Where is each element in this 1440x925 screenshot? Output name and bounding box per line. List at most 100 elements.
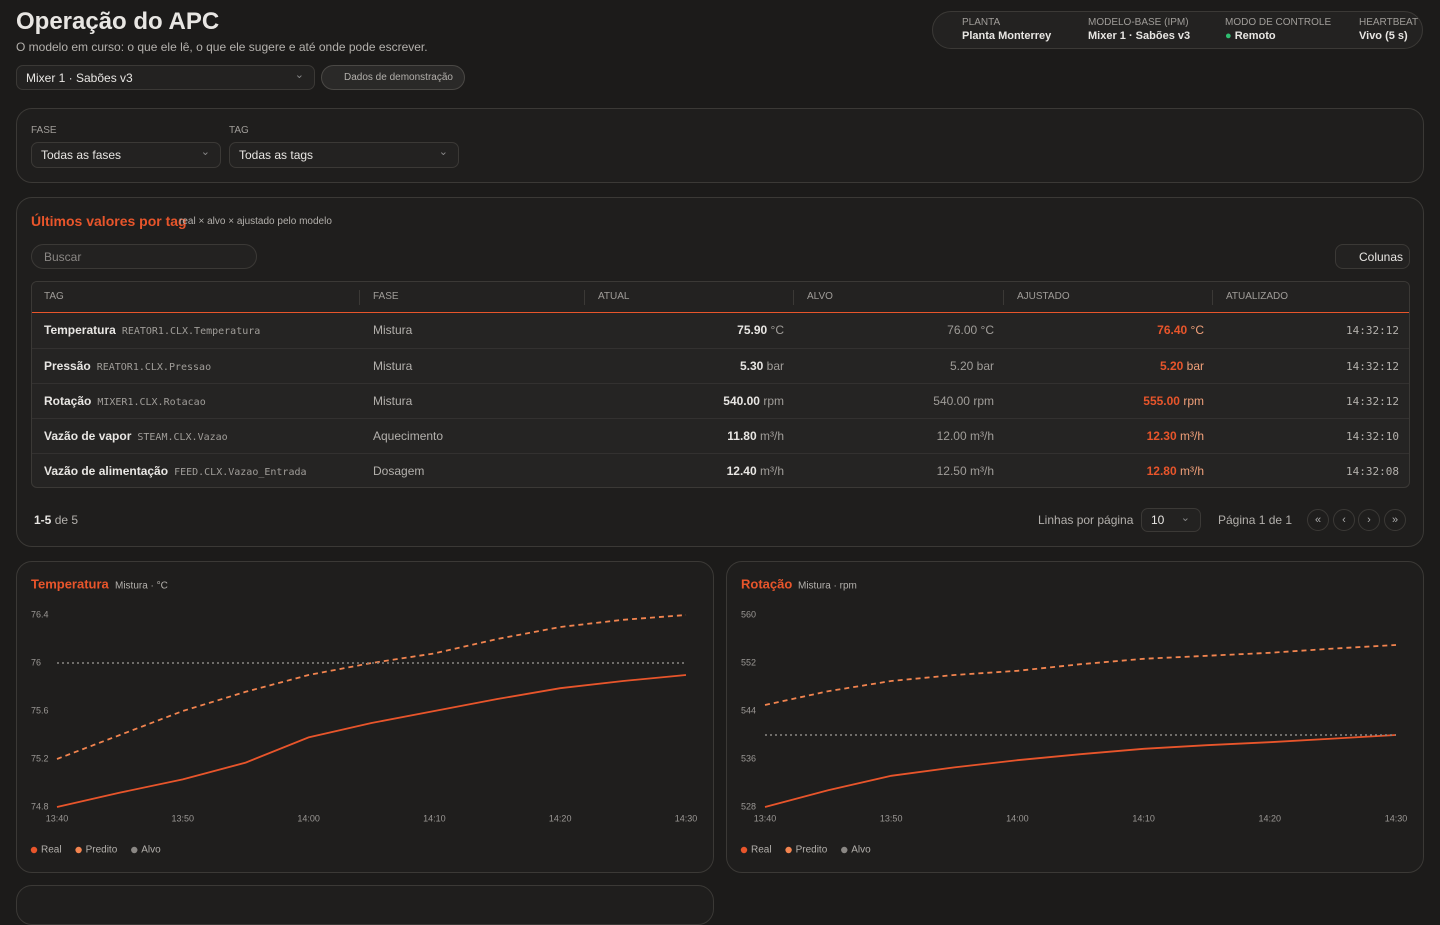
search-input[interactable]: Buscar (31, 244, 257, 269)
x-tick-label: 14:10 (1132, 813, 1155, 823)
filter-select[interactable]: Todas as fases (31, 142, 221, 168)
column-divider (1003, 290, 1004, 305)
range-total: de 5 (54, 513, 79, 527)
actual-cell-value: 540.00 (723, 394, 760, 408)
status-value-text: Remoto (1234, 30, 1276, 42)
target-cell: 76.00 °C (947, 323, 994, 337)
adjusted-cell-unit: m³/h (1180, 429, 1204, 443)
table-row: Vazão de vapor STEAM.CLX.Vazao Aquecimento… (32, 418, 1409, 453)
column-divider (1212, 290, 1213, 305)
x-tick-label: 14:00 (1006, 813, 1029, 823)
target-cell: 540.00 rpm (933, 394, 994, 408)
y-tick-label: 536 (741, 753, 756, 763)
target-cell-unit: m³/h (970, 429, 994, 443)
adjusted-cell-value: 12.80 (1146, 464, 1177, 478)
phase-cell: Mistura (373, 394, 413, 408)
legend-swatch (131, 846, 138, 854)
adjusted-cell-unit: °C (1190, 323, 1204, 337)
filter-label: FASE (31, 125, 57, 136)
first-page[interactable]: « (1307, 509, 1329, 531)
tag-name: Vazão de vapor (44, 429, 132, 443)
target-cell-value: 12.00 (936, 429, 967, 443)
actual-cell-unit: m³/h (760, 464, 784, 478)
actual-cell-unit: m³/h (760, 429, 784, 443)
legend-label: Predito (796, 845, 828, 856)
column-header: ALVO (807, 291, 833, 302)
updated-cell: 14:32:12 (1346, 324, 1399, 337)
column-header: TAG (44, 291, 64, 302)
tag-code: REATOR1.CLX.Pressao (96, 362, 212, 373)
page-indicator: Página 1 de 1 (1218, 513, 1293, 527)
y-tick-label: 528 (741, 801, 756, 811)
last-page[interactable]: » (1384, 509, 1406, 531)
target-cell-value: 76.00 (947, 323, 978, 337)
x-tick-label: 13:40 (46, 813, 69, 823)
tag-code: REATOR1.CLX.Temperatura (121, 326, 261, 337)
chart: Rotação Mistura · rpm 560 552 544 536 528 13:40… (740, 576, 1407, 856)
status-label: HEARTBEAT (1359, 17, 1419, 28)
adjusted-cell-value: 12.30 (1146, 429, 1177, 443)
adjusted-cell-unit: bar (1186, 359, 1204, 373)
table-row: Vazão de alimentação FEED.CLX.Vazao_Entra… (32, 453, 1409, 487)
chart-panel (16, 885, 714, 925)
actual-cell: 75.90 °C (737, 323, 784, 337)
adjusted-cell: 555.00 rpm (1143, 394, 1204, 408)
status-bar: PLANTA Planta Monterrey MODELO-BASE (IPM… (932, 11, 1423, 49)
status-value: Planta Monterrey (962, 30, 1052, 42)
legend-label: Alvo (141, 845, 161, 856)
columns-button[interactable]: Colunas (1335, 244, 1410, 269)
legend-swatch (841, 846, 848, 854)
x-tick-label: 14:30 (675, 813, 698, 823)
status-label: PLANTA (962, 17, 1001, 28)
tag-cell: Rotação MIXER1.CLX.Rotacao (44, 394, 206, 408)
legend-swatch (30, 846, 38, 854)
rows-per-page-select[interactable]: 10 (1141, 508, 1201, 532)
next-page[interactable]: › (1358, 509, 1380, 531)
x-tick-label: 13:40 (754, 813, 777, 823)
tag-cell: Temperatura REATOR1.CLX.Temperatura (44, 323, 260, 337)
filter-select[interactable]: Todas as tags (229, 142, 459, 168)
x-tick-label: 14:20 (549, 813, 572, 823)
status-label: MODELO-BASE (IPM) (1088, 17, 1189, 28)
chart-title: Rotação (741, 576, 792, 591)
updated-cell: 14:32:08 (1346, 465, 1399, 478)
column-header: AJUSTADO (1017, 291, 1070, 302)
target-cell-unit: bar (976, 359, 994, 373)
adjusted-cell: 12.80 m³/h (1147, 464, 1204, 478)
tag-code: FEED.CLX.Vazao_Entrada (174, 467, 307, 478)
adjusted-cell-value: 5.20 (1159, 359, 1184, 373)
target-cell-value: 12.50 (936, 464, 967, 478)
column-header: ATUALIZADO (1226, 291, 1289, 302)
tag-code: MIXER1.CLX.Rotacao (97, 397, 206, 408)
x-tick-label: 14:20 (1259, 813, 1282, 823)
page: Operação do APC O modelo em curso: o que… (0, 0, 1440, 900)
prev-page[interactable]: ‹ (1333, 509, 1355, 531)
legend-swatch (785, 846, 792, 854)
actual-cell-unit: bar (766, 359, 784, 373)
legend-label: Real (41, 845, 62, 856)
legend-label: Predito (86, 845, 118, 856)
updated-cell: 14:32:12 (1346, 395, 1399, 408)
chart: Temperatura Mistura · °C 76.4 76 75.6 75.2 74.… (30, 576, 698, 856)
panel-subtitle: real × alvo × ajustado pelo modelo (179, 216, 332, 227)
tag-cell: Pressão REATOR1.CLX.Pressao (44, 359, 211, 373)
phase-cell: Mistura (373, 359, 413, 373)
status-value: Vivo (5 s) (1359, 30, 1408, 42)
model-select[interactable]: Mixer 1 · Sabões v3 (16, 65, 315, 90)
tag-name: Temperatura (44, 323, 116, 337)
filters-panel: FASE Todas as fases TAG Todas as tags (16, 108, 1424, 183)
chart-title: Temperatura (31, 576, 110, 591)
actual-cell-value: 11.80 (727, 429, 757, 443)
y-tick-label: 75.6 (31, 705, 49, 715)
adjusted-cell-unit: m³/h (1180, 464, 1204, 478)
demo-button[interactable]: Dados de demonstração (321, 65, 465, 90)
y-tick-label: 76 (31, 657, 41, 667)
legend-swatch (75, 846, 82, 854)
legend-label: Real (751, 845, 772, 856)
adjusted-cell: 76.40 °C (1157, 323, 1204, 337)
updated-cell: 14:32:12 (1346, 360, 1399, 373)
tag-name: Vazão de alimentação (44, 464, 169, 478)
series-line (56, 614, 687, 760)
phase-cell: Aquecimento (373, 429, 444, 443)
panel-title: Últimos valores por tag (31, 213, 187, 229)
